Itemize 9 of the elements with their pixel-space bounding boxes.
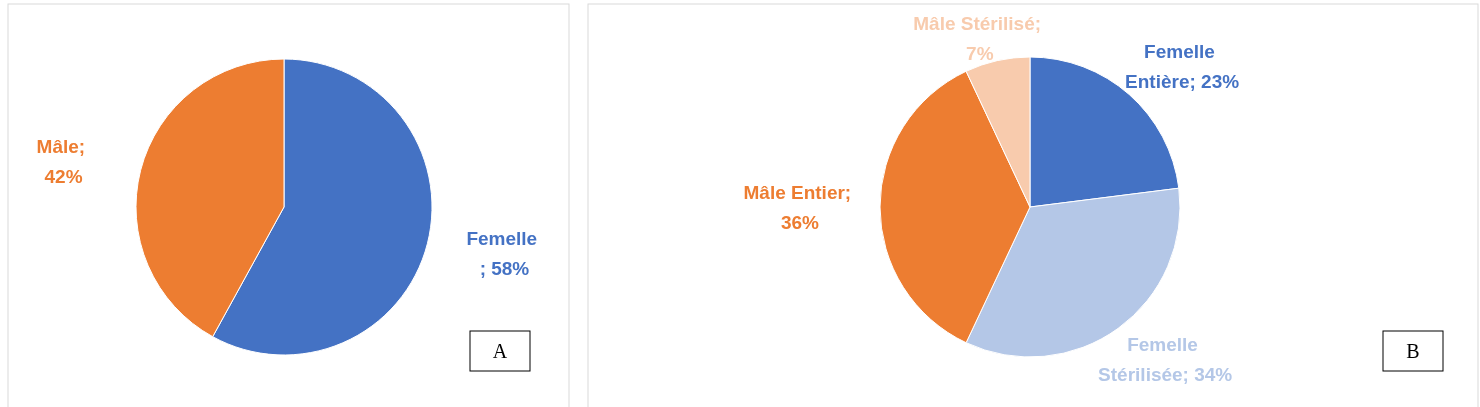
data-label: ; 58% xyxy=(479,258,530,280)
text: A xyxy=(492,340,508,362)
slice-label: Mâle Stérilisé; 7% xyxy=(913,13,1047,64)
slice-label: Femelle xyxy=(466,228,543,250)
text: B xyxy=(1406,340,1420,362)
slice-label: Mâle; 42% xyxy=(36,135,91,187)
slice-label: Femelle Stérilisée; 34% xyxy=(1098,333,1233,385)
slice-label: Mâle Entier; 36% xyxy=(743,182,857,233)
slice-label: Femelle Entière; 23% xyxy=(1125,41,1240,93)
